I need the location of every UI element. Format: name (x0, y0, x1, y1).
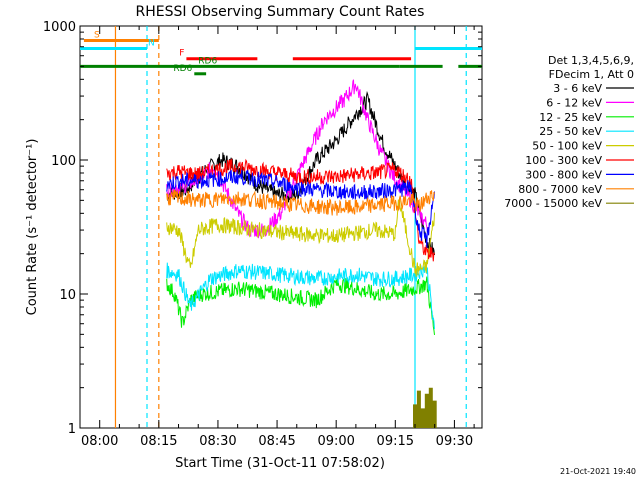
x-tick-label: 08:15 (140, 434, 177, 449)
chart-title: RHESSI Observing Summary Count Rates (136, 4, 425, 20)
legend-entry-label: 100 - 300 keV (525, 154, 602, 167)
state-bar-label: F (179, 49, 184, 59)
x-tick-label: 08:00 (81, 434, 118, 449)
series-line (166, 276, 435, 335)
legend-entry-label: 300 - 800 keV (525, 168, 602, 181)
x-tick-label: 09:00 (317, 434, 354, 449)
state-bar-label: S (94, 30, 100, 40)
series-line (166, 261, 435, 330)
state-bar-label: N (148, 38, 155, 48)
axes: 1 10 100 1000 08:00 08:15 08:30 08:45 09:00 09:15… (43, 20, 482, 449)
legend-entry-label: 3 - 6 keV (553, 82, 602, 95)
y-tick-label: 1 (68, 422, 76, 437)
y-tick-label: 1000 (43, 20, 76, 35)
x-axis-label: Start Time (31-Oct-11 07:58:02) (175, 456, 385, 471)
y-tick-label: 100 (51, 154, 76, 169)
series-line (166, 90, 435, 256)
x-tick-label: 09:30 (436, 434, 473, 449)
series-line (413, 387, 437, 428)
x-tick-label: 08:45 (258, 434, 295, 449)
legend-header-line-2: FDecim 1, Att 0 (549, 68, 634, 81)
series-line (166, 188, 435, 216)
legend-entry-label: 800 - 7000 keV (518, 183, 602, 196)
plot-frame (79, 25, 483, 429)
x-tick-label: 09:15 (377, 434, 414, 449)
series-line (166, 169, 435, 248)
state-bar-label: RD6 (198, 56, 217, 66)
vertical-markers (114, 26, 467, 428)
legend-entry-label: 12 - 25 keV (539, 111, 602, 124)
x-tick-label: 08:30 (199, 434, 236, 449)
legend-header-line-1: Det 1,3,4,5,6,9, (548, 54, 634, 67)
y-axis-label: Count Rate (s⁻¹ detector⁻¹) (25, 139, 40, 316)
legend-entry-label: 6 - 12 keV (546, 96, 602, 109)
series-line (166, 158, 435, 262)
series-line (166, 79, 431, 239)
state-bars: S N F RD6 RD6 (80, 30, 482, 76)
legend: Det 1,3,4,5,6,9, FDecim 1, Att 0 3 - 6 k… (504, 54, 634, 210)
y-tick-label: 10 (59, 288, 76, 303)
footer-date: 21-Oct-2021 19:40 (560, 467, 636, 476)
legend-entry-label: 50 - 100 keV (532, 140, 602, 153)
series-lines (166, 79, 437, 428)
legend-entry-label: 7000 - 15000 keV (504, 197, 602, 210)
state-bar-label: RD6 (173, 64, 192, 74)
series-line (166, 197, 435, 277)
legend-entry-label: 25 - 50 keV (539, 125, 602, 138)
